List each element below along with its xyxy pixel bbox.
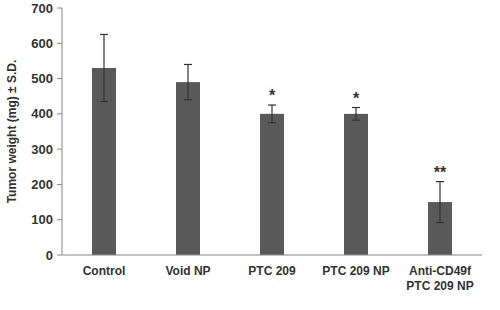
y-tick (57, 149, 62, 150)
plot-area (92, 34, 452, 255)
y-tick-label: 500 (31, 71, 53, 86)
y-tick-label: 700 (31, 1, 53, 16)
y-tick (57, 184, 62, 185)
x-tick-label-line: Anti-CD49f (409, 264, 472, 278)
error-cap (436, 222, 444, 223)
error-stem (355, 108, 356, 121)
x-tick-label-line: Void NP (165, 264, 210, 278)
significance-marker: * (353, 90, 360, 107)
y-tick-label: 0 (46, 248, 53, 263)
bar (344, 114, 368, 255)
error-cap (436, 181, 444, 182)
chart-svg: 0 100 200 300 400 500 600 700 Control Void NP PTC … (0, 0, 500, 310)
error-bar (352, 108, 360, 121)
y-tick (57, 8, 62, 9)
error-cap (100, 101, 108, 102)
x-tick-label-line: PTC 209 NP (406, 279, 473, 293)
y-tick-label: 600 (31, 36, 53, 51)
y-axis-label: Tumor weight (mg) ± S.D. (5, 60, 19, 204)
x-tick-label-line: PTC 209 (248, 264, 296, 278)
y-tick-label: 100 (31, 212, 53, 227)
significance-marker: ** (434, 164, 447, 181)
x-tick-label: Void NP (165, 264, 210, 278)
error-cap (352, 120, 360, 121)
x-tick-label-line: Control (83, 264, 126, 278)
error-cap (184, 99, 192, 100)
error-cap (184, 64, 192, 65)
x-tick-label: Anti-CD49fPTC 209 NP (406, 264, 473, 293)
error-cap (352, 107, 360, 108)
error-stem (187, 64, 188, 99)
error-bar (436, 182, 444, 223)
error-bar (184, 64, 192, 99)
y-tick-label: 300 (31, 142, 53, 157)
x-tick-label-line: PTC 209 NP (322, 264, 389, 278)
bar (260, 114, 284, 255)
x-tick-label: PTC 209 (248, 264, 296, 278)
x-tick-label: PTC 209 NP (322, 264, 389, 278)
error-stem (271, 105, 272, 123)
error-cap (268, 104, 276, 105)
y-axis (62, 8, 63, 255)
y-tick (57, 255, 62, 256)
bar (176, 82, 200, 255)
error-cap (268, 122, 276, 123)
x-tick-label: Control (83, 264, 126, 278)
y-tick-label: 200 (31, 177, 53, 192)
error-stem (103, 34, 104, 101)
error-cap (100, 34, 108, 35)
significance-marker: * (269, 87, 276, 104)
y-tick (57, 43, 62, 44)
error-bar (268, 105, 276, 123)
error-stem (439, 182, 440, 223)
y-tick-label: 400 (31, 106, 53, 121)
x-axis (62, 255, 482, 256)
y-tick (57, 78, 62, 79)
error-bar (100, 34, 108, 101)
y-tick (57, 113, 62, 114)
y-tick (57, 219, 62, 220)
chart-container: 0 100 200 300 400 500 600 700 Control Void NP PTC … (0, 0, 500, 310)
